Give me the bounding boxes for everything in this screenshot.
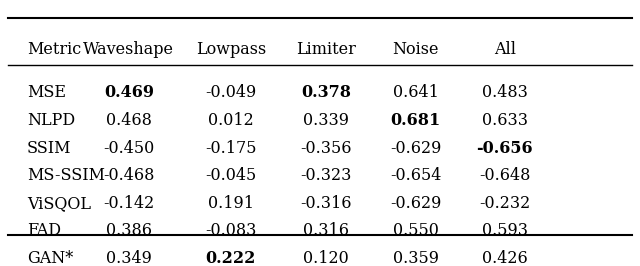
- Text: -0.049: -0.049: [205, 84, 257, 101]
- Text: 0.378: 0.378: [301, 84, 351, 101]
- Text: Limiter: Limiter: [296, 41, 356, 58]
- Text: 0.681: 0.681: [390, 112, 441, 129]
- Text: -0.629: -0.629: [390, 140, 441, 156]
- Text: Metric: Metric: [27, 41, 81, 58]
- Text: Noise: Noise: [392, 41, 439, 58]
- Text: 0.012: 0.012: [208, 112, 253, 129]
- Text: 0.593: 0.593: [482, 222, 528, 239]
- Text: 0.641: 0.641: [393, 84, 438, 101]
- Text: 0.120: 0.120: [303, 250, 349, 266]
- Text: 0.469: 0.469: [104, 84, 154, 101]
- Text: -0.142: -0.142: [103, 195, 154, 212]
- Text: MSE: MSE: [27, 84, 66, 101]
- Text: ViSQOL: ViSQOL: [27, 195, 91, 212]
- Text: -0.045: -0.045: [205, 167, 257, 184]
- Text: -0.232: -0.232: [479, 195, 531, 212]
- Text: 0.633: 0.633: [482, 112, 528, 129]
- Text: 0.426: 0.426: [482, 250, 527, 266]
- Text: -0.648: -0.648: [479, 167, 531, 184]
- Text: MS-SSIM: MS-SSIM: [27, 167, 105, 184]
- Text: -0.656: -0.656: [477, 140, 533, 156]
- Text: -0.450: -0.450: [103, 140, 154, 156]
- Text: -0.083: -0.083: [205, 222, 257, 239]
- Text: 0.339: 0.339: [303, 112, 349, 129]
- Text: NLPD: NLPD: [27, 112, 75, 129]
- Text: -0.356: -0.356: [301, 140, 352, 156]
- Text: 0.359: 0.359: [392, 250, 438, 266]
- Text: 0.191: 0.191: [208, 195, 254, 212]
- Text: Lowpass: Lowpass: [196, 41, 266, 58]
- Text: 0.483: 0.483: [482, 84, 528, 101]
- Text: -0.316: -0.316: [301, 195, 352, 212]
- Text: GAN*: GAN*: [27, 250, 73, 266]
- Text: 0.386: 0.386: [106, 222, 152, 239]
- Text: 0.222: 0.222: [205, 250, 256, 266]
- Text: -0.468: -0.468: [103, 167, 154, 184]
- Text: 0.316: 0.316: [303, 222, 349, 239]
- Text: 0.550: 0.550: [393, 222, 438, 239]
- Text: -0.629: -0.629: [390, 195, 441, 212]
- Text: Waveshape: Waveshape: [83, 41, 174, 58]
- Text: SSIM: SSIM: [27, 140, 72, 156]
- Text: 0.468: 0.468: [106, 112, 152, 129]
- Text: 0.349: 0.349: [106, 250, 152, 266]
- Text: -0.323: -0.323: [301, 167, 352, 184]
- Text: FAD: FAD: [27, 222, 61, 239]
- Text: All: All: [494, 41, 516, 58]
- Text: -0.654: -0.654: [390, 167, 441, 184]
- Text: -0.175: -0.175: [205, 140, 257, 156]
